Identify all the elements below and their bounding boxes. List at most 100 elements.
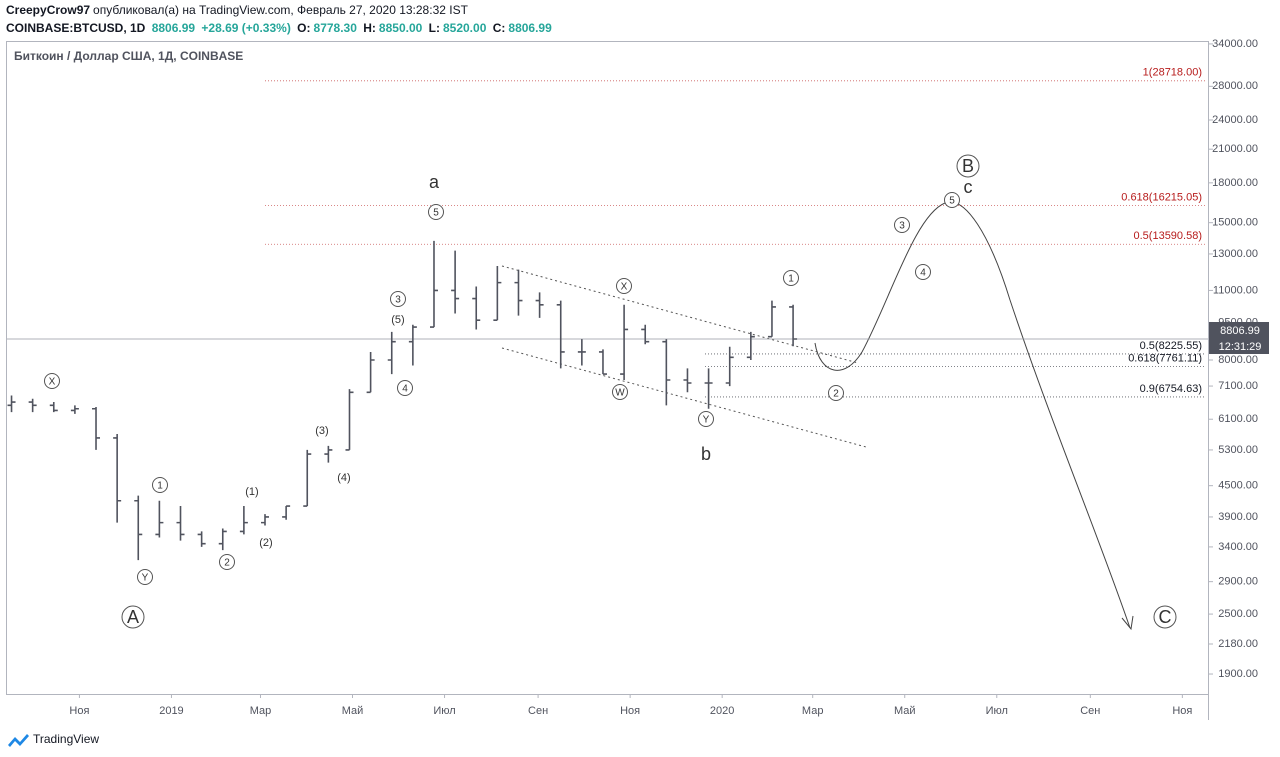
- ohlc-bar: [514, 269, 523, 316]
- wave-circle: [698, 411, 714, 427]
- ohlc-bar: [620, 304, 629, 380]
- close: 8806.99: [508, 21, 552, 35]
- wave-circle: [783, 270, 799, 286]
- price-label: 8806.99: [1220, 325, 1260, 337]
- wave-label: Y: [142, 573, 149, 584]
- l-label: L:: [428, 21, 440, 35]
- ohlc-bar: [218, 528, 227, 551]
- wave-label: c: [964, 177, 973, 197]
- ohlc-bar: [345, 389, 354, 451]
- wave-label: 4: [402, 384, 408, 395]
- x-tick-label: Ноя: [69, 705, 89, 717]
- y-tick-label: 24000.00: [1212, 114, 1258, 126]
- ohlc-bar: [598, 349, 607, 375]
- wave-label: (3): [315, 425, 328, 437]
- wave-circle: [121, 605, 145, 629]
- projection-arrow: [1121, 615, 1134, 631]
- ohlc-bar: [49, 402, 58, 413]
- ohlc-bar: [472, 286, 481, 330]
- wave-circle: [944, 192, 960, 208]
- wave-circle: [956, 154, 980, 178]
- ohlc-bar: [113, 434, 122, 523]
- wave-circle: [915, 264, 931, 280]
- ohlc-bar: [451, 250, 460, 314]
- ohlc-bar: [70, 405, 79, 414]
- ohlc-bar: [725, 346, 734, 387]
- ohlc-bar: [239, 506, 248, 535]
- wave-label: 2: [224, 558, 230, 569]
- wave-circle: [152, 477, 168, 493]
- wave-label: 4: [920, 268, 926, 279]
- ohlc-bar: [282, 505, 291, 520]
- y-tick-label: 3400.00: [1218, 541, 1258, 553]
- ohlc-bar: [92, 407, 101, 450]
- wave-label: 3: [395, 295, 401, 306]
- x-tick-label: Мар: [250, 705, 272, 717]
- wave-circle: [828, 385, 844, 401]
- header-line: CreepyCrow97 опубликовал(а) на TradingVie…: [6, 3, 471, 17]
- ohlc-bar: [155, 500, 164, 538]
- ohlc-bar: [408, 324, 417, 366]
- wave-circle: [137, 569, 153, 585]
- y-tick-label: 28000.00: [1212, 80, 1258, 92]
- h-label: H:: [363, 21, 376, 35]
- wave-label: b: [701, 444, 711, 464]
- wave-circle: [1153, 605, 1177, 629]
- y-tick-label: 15000.00: [1212, 217, 1258, 229]
- ohlc-bar: [789, 304, 798, 347]
- wave-label: 5: [433, 208, 439, 219]
- fib-label: 0.5(13590.58): [1134, 230, 1203, 242]
- low: 8520.00: [442, 21, 487, 35]
- y-tick-label: 6100.00: [1218, 413, 1258, 425]
- wave-label: 2: [833, 389, 839, 400]
- c-label: C:: [492, 21, 506, 35]
- ohlc-bar: [303, 449, 312, 507]
- ohlc-bar: [556, 300, 565, 369]
- y-tick-label: 13000.00: [1212, 248, 1258, 260]
- y-tick-label: 34000.00: [1212, 38, 1258, 50]
- change: +28.69 (+0.33%): [201, 21, 291, 35]
- ohlc-bar: [429, 240, 438, 328]
- x-tick-label: Июл: [986, 705, 1008, 717]
- footer-brand: TradingView: [33, 732, 99, 746]
- wave-label: W: [615, 388, 625, 399]
- x-tick-label: Сен: [528, 705, 548, 717]
- wave-label: 5: [949, 196, 955, 207]
- fib-label: 0.5(8225.55): [1140, 340, 1202, 352]
- ohlc-bar: [704, 368, 713, 409]
- wave-label: (1): [245, 486, 258, 498]
- wave-circle: [390, 291, 406, 307]
- y-tick-label: 1900.00: [1218, 668, 1258, 680]
- wave-label: B: [962, 156, 974, 176]
- x-tick-label: Май: [894, 705, 916, 717]
- channel-line: [501, 265, 859, 364]
- ohlc-bar: [493, 266, 502, 321]
- x-tick-label: Июл: [433, 705, 455, 717]
- y-tick-label: 2500.00: [1218, 608, 1258, 620]
- wave-label: X: [49, 377, 56, 388]
- x-tick-label: Ноя: [1172, 705, 1192, 717]
- ohlc-bar: [197, 531, 206, 547]
- y-tick-label: 3900.00: [1218, 511, 1258, 523]
- symbol: COINBASE:BTCUSD, 1D: [6, 21, 146, 35]
- wave-circle: [612, 384, 628, 400]
- ohlc-bar: [261, 514, 270, 526]
- y-tick-label: 5300.00: [1218, 444, 1258, 456]
- price-box: [1209, 321, 1269, 354]
- wave-label: (2): [259, 537, 272, 549]
- y-tick-label: 2180.00: [1218, 638, 1258, 650]
- last: 8806.99: [151, 21, 196, 35]
- logo: [8, 734, 29, 747]
- wave-label: (5): [391, 314, 404, 326]
- y-tick-label: 11000.00: [1213, 284, 1258, 296]
- y-tick-label: 4500.00: [1218, 480, 1258, 492]
- projection-path: [814, 201, 1131, 629]
- published: опубликовал(а) на TradingView.com, Февра…: [93, 3, 468, 17]
- wave-circle: [44, 373, 60, 389]
- ohlc-bar: [176, 506, 185, 541]
- x-tick-label: Сен: [1080, 705, 1100, 717]
- wave-circle: [428, 204, 444, 220]
- ohlc-bar: [662, 339, 671, 406]
